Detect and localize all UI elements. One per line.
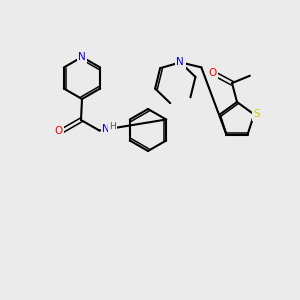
Text: O: O: [55, 125, 63, 136]
Text: N: N: [78, 52, 86, 62]
Text: N: N: [102, 124, 110, 134]
Text: S: S: [254, 110, 260, 119]
Text: H: H: [109, 122, 116, 131]
Text: O: O: [208, 68, 216, 78]
Text: N: N: [176, 57, 184, 68]
